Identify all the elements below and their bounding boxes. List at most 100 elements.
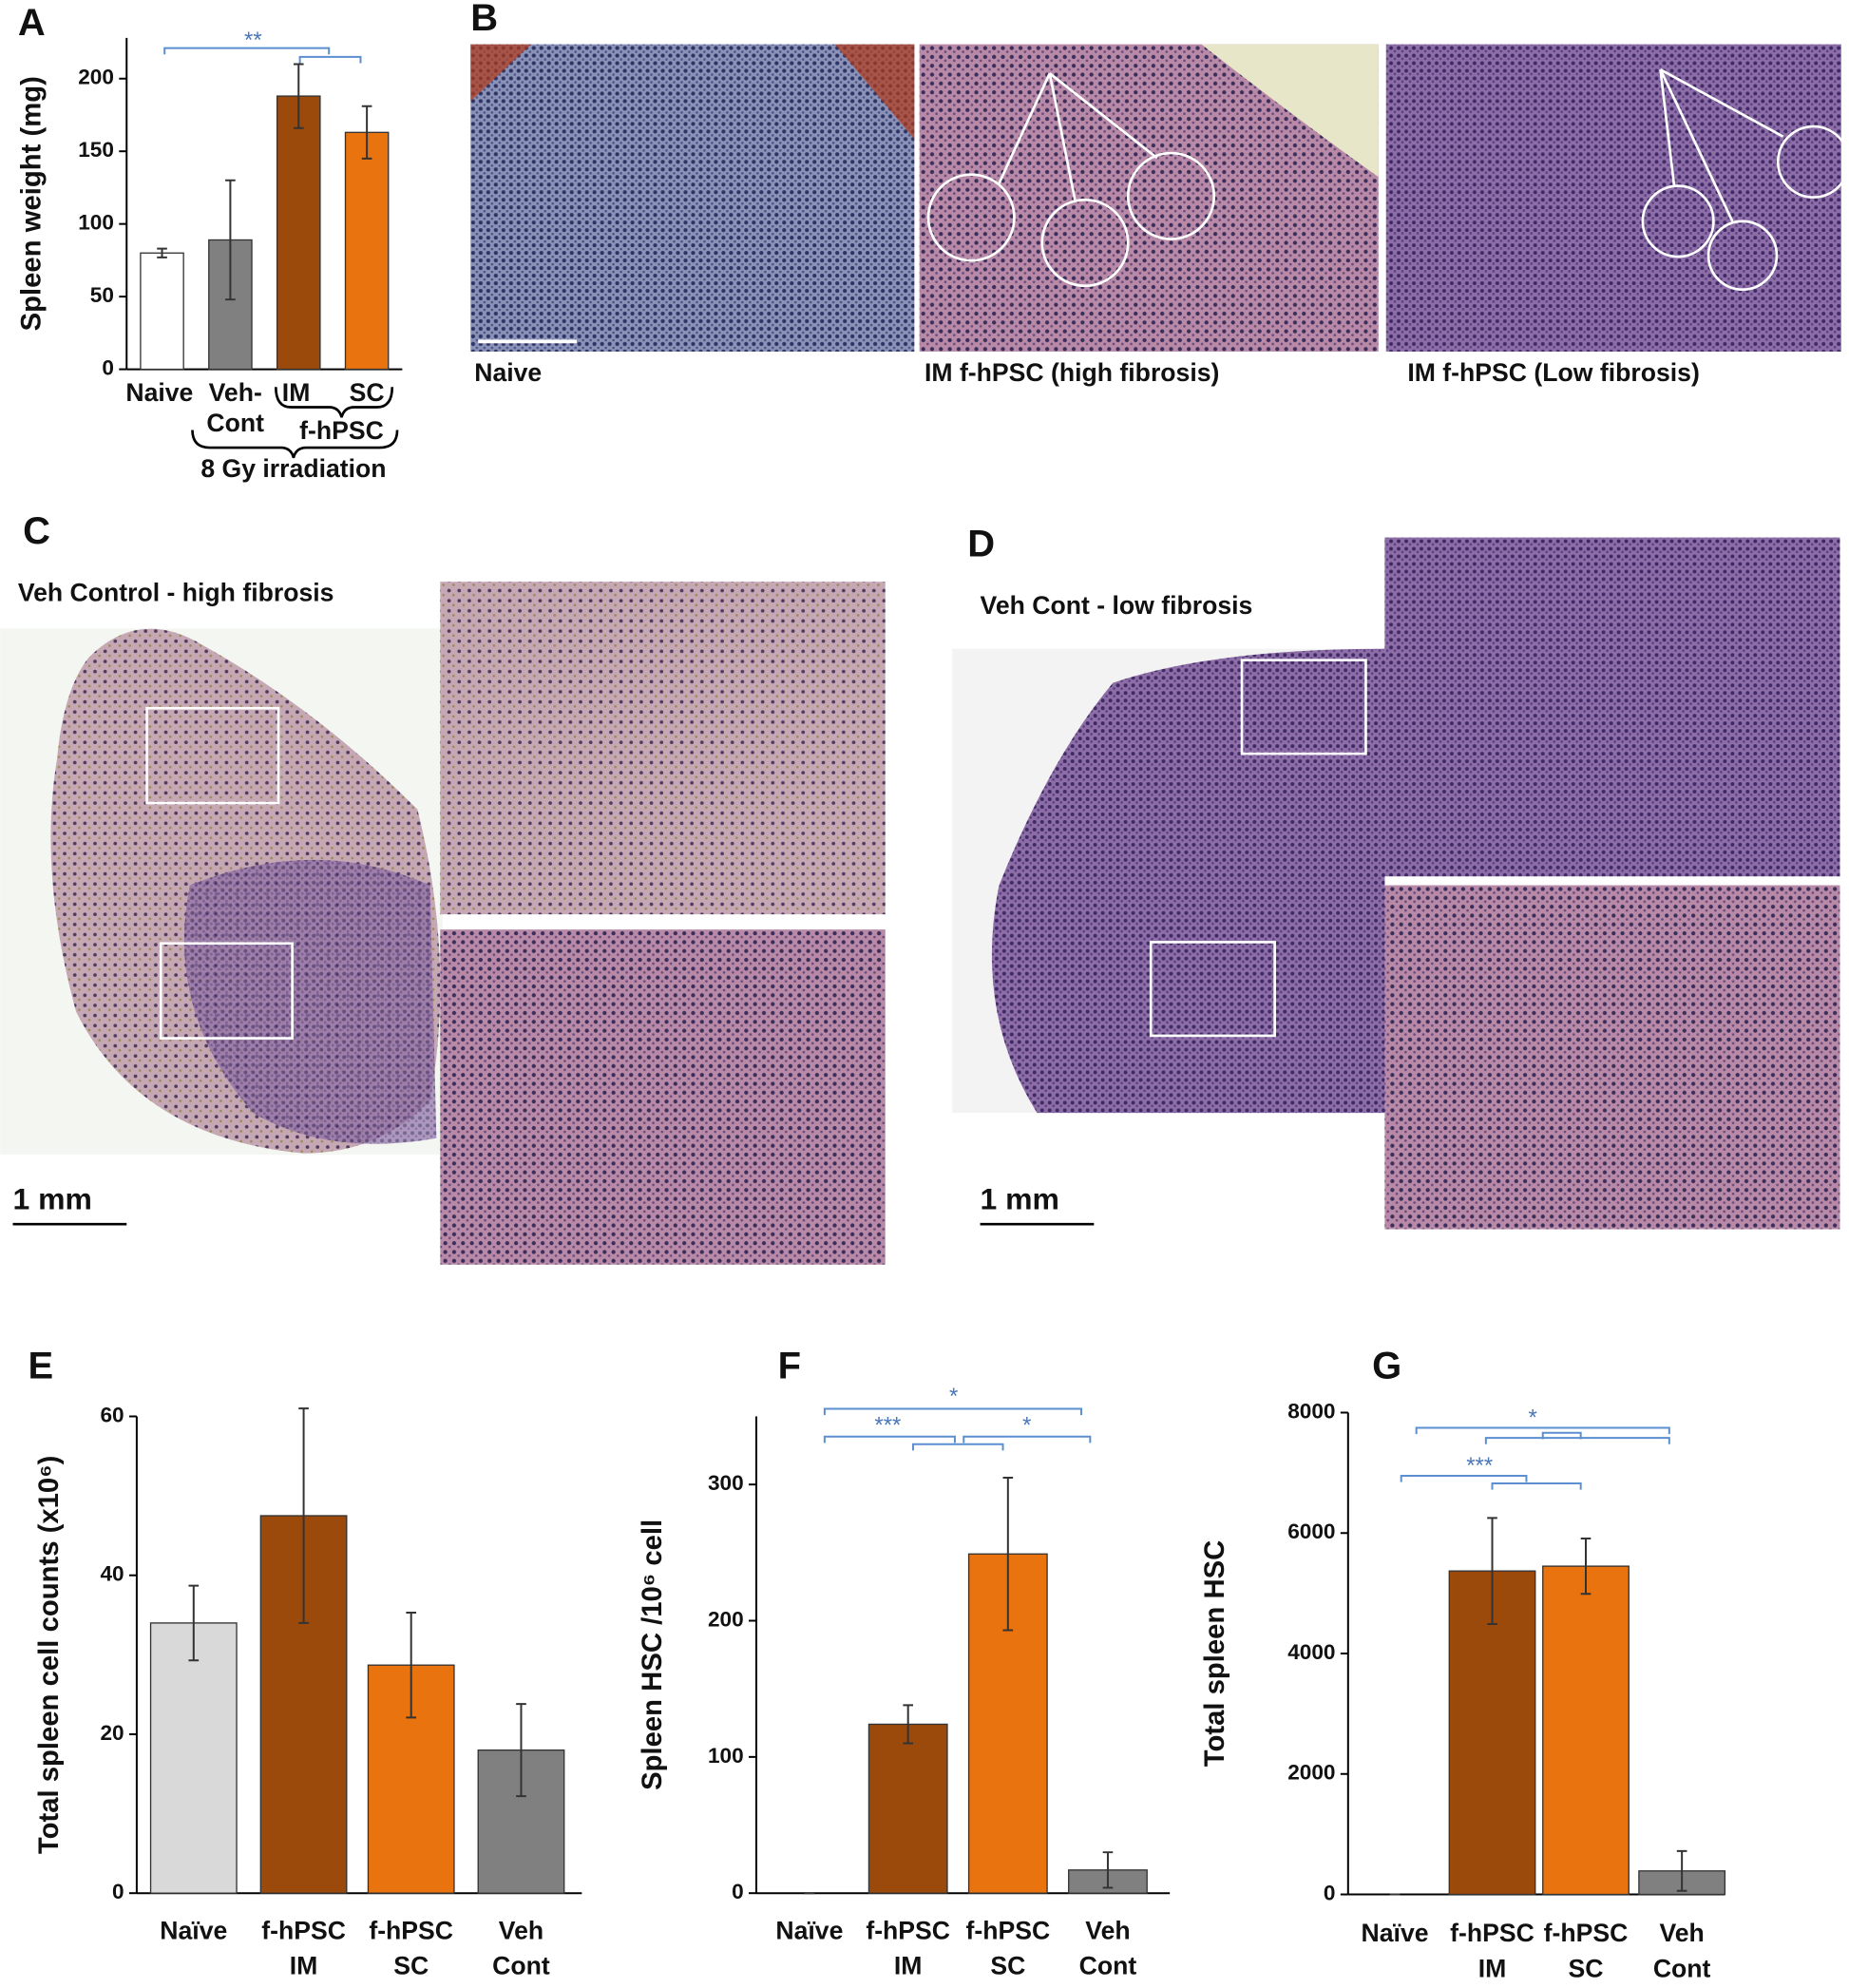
y-tick-label: 0 [112,1880,124,1903]
x-tick-label: Naïve [1362,1919,1429,1947]
y-axis-label: Total spleen HSC [1200,1540,1230,1767]
inset-box [1149,941,1276,1038]
error-bar [188,1584,200,1662]
significance-label: ** [244,28,262,53]
significance-bracket [963,1435,1092,1443]
group-brace [274,387,394,418]
x-tick-label: f-hPSC [1450,1919,1534,1947]
y-tick-label: 8000 [1287,1399,1335,1423]
y-tick-label: 60 [100,1403,124,1426]
error-bar [1580,1537,1592,1596]
error-bar [1002,1476,1014,1632]
y-tick-label: 150 [78,138,114,162]
x-tick-label: IM [894,1952,923,1980]
error-bar [298,1407,309,1624]
inset-box [145,706,280,805]
bar [1542,1565,1630,1896]
y-tick-label: 0 [732,1880,744,1903]
error-bar [157,247,167,258]
error-bar [225,179,236,301]
significance-label: * [1528,1405,1536,1430]
error-bar [516,1703,526,1798]
x-tick-label: IM [290,1952,318,1980]
significance-bracket [1415,1426,1670,1435]
error-bar [406,1612,417,1719]
x-tick-label: f-hPSC [1544,1919,1629,1947]
y-tick-label: 200 [708,1607,744,1631]
micrograph [440,582,886,915]
panel-letter: B [470,0,498,39]
y-tick-label: 20 [100,1721,124,1745]
x-tick-label: SC [990,1952,1025,1980]
bar [276,95,321,371]
panel-letter: C [23,510,50,552]
significance-bracket [163,47,331,55]
tissue [183,859,437,1144]
y-tick-label: 40 [100,1562,124,1586]
error-bar [1487,1517,1497,1625]
bar [867,1723,948,1894]
significance-label: *** [874,1412,901,1438]
significance-label: * [1022,1412,1031,1438]
micrograph [1385,44,1841,352]
error-bar [293,63,304,129]
significance-bracket [1400,1475,1528,1482]
error-bar [1102,1851,1114,1889]
section-title: Veh Control - high fibrosis [18,579,334,607]
significance-bracket [298,55,362,64]
x-tick-label: f-hPSC [965,1916,1050,1944]
error-bar [1676,1849,1687,1892]
error-bar [361,105,372,160]
tissue [991,648,1385,1114]
y-tick-label: 100 [78,211,114,235]
significance-bracket [1484,1437,1670,1444]
x-tick-label: IM [282,378,311,407]
bar [140,252,184,371]
caption: IM f-hPSC (high fibrosis) [924,358,1219,387]
scale-label: 1 mm [13,1182,92,1216]
y-tick-label: 300 [708,1471,744,1495]
panel-letter: A [18,2,46,44]
x-tick-label: Cont [492,1952,550,1980]
group-label: f-hPSC [299,416,384,445]
micrograph [1384,537,1840,877]
significance-label: *** [1466,1453,1493,1479]
x-tick-label: f-hPSC [369,1916,453,1944]
micrograph [470,44,915,352]
micrograph [1384,885,1840,1230]
x-tick-label: Naïve [775,1916,843,1944]
x-tick-label: Naïve [160,1916,227,1944]
x-tick-label: Veh- [209,378,262,407]
micrograph-detail [470,44,915,140]
significance-bracket [1541,1431,1582,1440]
significance-bracket [1491,1482,1582,1490]
inset-box [159,942,294,1040]
y-tick-label: 6000 [1287,1520,1335,1543]
group-label: 8 Gy irradiation [200,454,386,483]
x-tick-label: Veh [1659,1919,1704,1947]
y-axis-label: Spleen HSC /10⁶ cell [638,1520,668,1790]
y-tick-label: 2000 [1287,1761,1335,1785]
x-tick-label: Veh [1085,1916,1130,1944]
group-brace [191,430,399,459]
inset-box [1240,659,1367,755]
x-tick-label: IM [1478,1954,1507,1982]
significance-bracket [912,1443,1004,1451]
y-tick-label: 4000 [1287,1640,1335,1664]
circle-markers [926,72,1216,288]
significance-bracket [823,1407,1083,1416]
y-axis-label: Total spleen cell counts (x10⁶) [34,1456,65,1855]
section-title: Veh Cont - low fibrosis [981,591,1253,620]
y-tick-label: 100 [708,1744,744,1768]
y-tick-label: 200 [78,66,114,89]
micrograph-detail [1201,44,1379,178]
x-tick-label: SC [350,378,385,407]
y-tick-label: 0 [1324,1881,1336,1904]
x-tick-label: f-hPSC [261,1916,346,1944]
significance-label: * [949,1384,958,1409]
x-tick-label: Cont [1079,1952,1137,1980]
caption: Naive [474,358,542,387]
x-tick-label: f-hPSC [866,1916,950,1944]
x-tick-label: SC [1569,1954,1604,1982]
caption: IM f-hPSC (Low fibrosis) [1407,358,1699,387]
